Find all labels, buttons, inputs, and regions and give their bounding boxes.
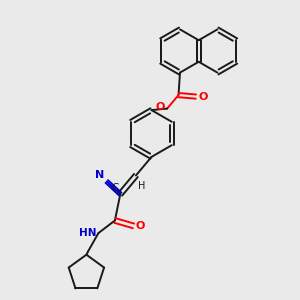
Text: H: H	[138, 181, 145, 191]
Text: O: O	[198, 92, 208, 102]
Text: O: O	[136, 221, 145, 231]
Text: HN: HN	[80, 227, 97, 238]
Text: C: C	[111, 183, 119, 193]
Text: N: N	[95, 170, 104, 180]
Text: O: O	[155, 102, 165, 112]
